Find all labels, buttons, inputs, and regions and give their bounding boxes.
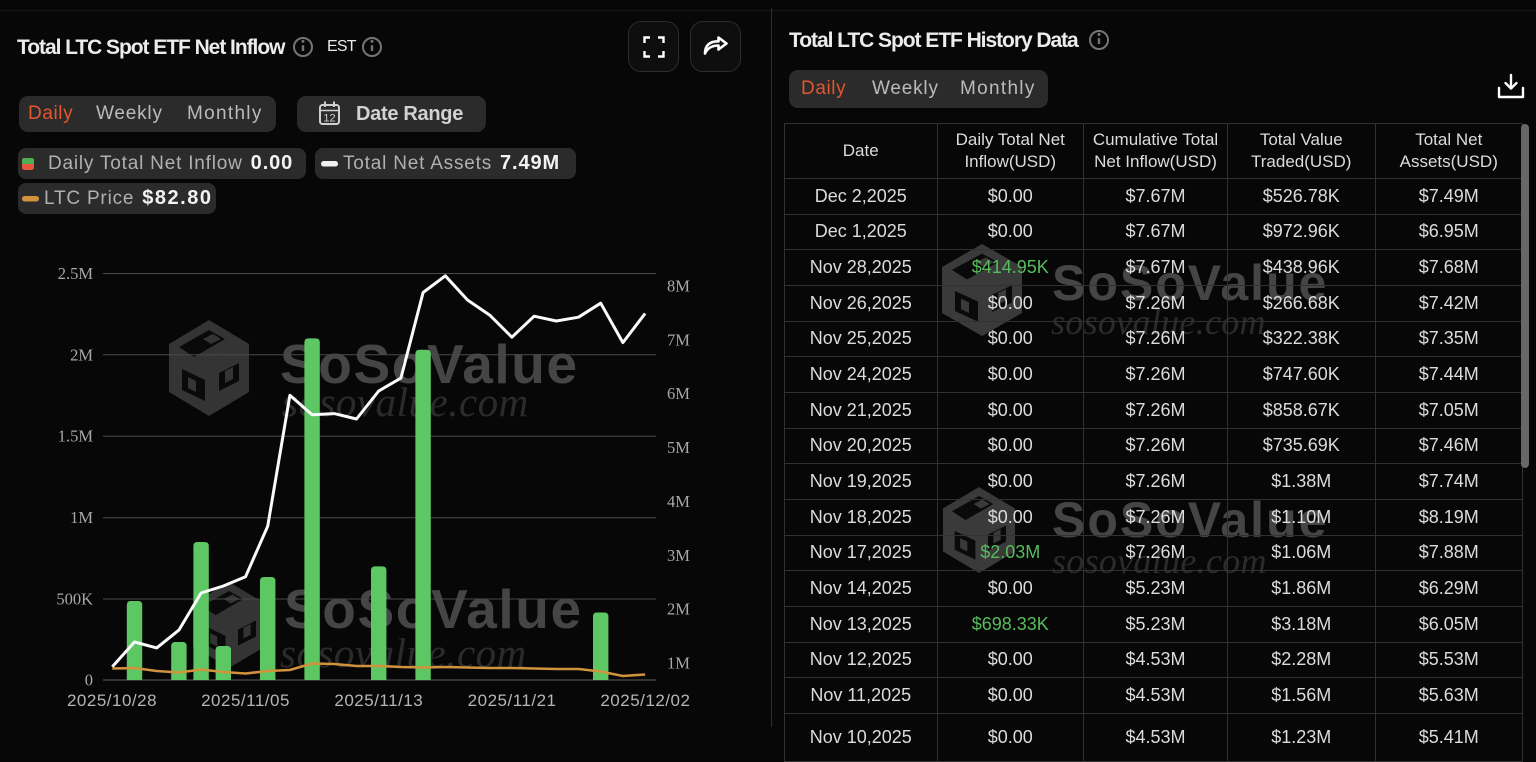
svg-text:7M: 7M bbox=[667, 330, 690, 349]
svg-text:500K: 500K bbox=[56, 590, 93, 609]
svg-text:0: 0 bbox=[85, 671, 93, 690]
svg-text:12: 12 bbox=[323, 113, 335, 125]
svg-text:6M: 6M bbox=[667, 384, 690, 403]
svg-text:1M: 1M bbox=[70, 508, 93, 527]
svg-text:2M: 2M bbox=[70, 345, 93, 364]
svg-text:3M: 3M bbox=[667, 546, 690, 565]
svg-text:5M: 5M bbox=[667, 438, 690, 457]
svg-text:2025/10/28: 2025/10/28 bbox=[67, 691, 157, 710]
svg-text:2025/12/02: 2025/12/02 bbox=[600, 691, 690, 710]
svg-text:2025/11/05: 2025/11/05 bbox=[201, 691, 290, 710]
svg-text:8M: 8M bbox=[667, 277, 690, 296]
svg-text:2M: 2M bbox=[667, 600, 690, 619]
svg-text:2025/11/13: 2025/11/13 bbox=[334, 691, 423, 710]
svg-text:2.5M: 2.5M bbox=[58, 264, 94, 283]
svg-text:4M: 4M bbox=[667, 492, 690, 511]
svg-text:1M: 1M bbox=[667, 654, 690, 673]
svg-text:2025/11/21: 2025/11/21 bbox=[468, 691, 557, 710]
svg-text:1.5M: 1.5M bbox=[58, 427, 94, 446]
